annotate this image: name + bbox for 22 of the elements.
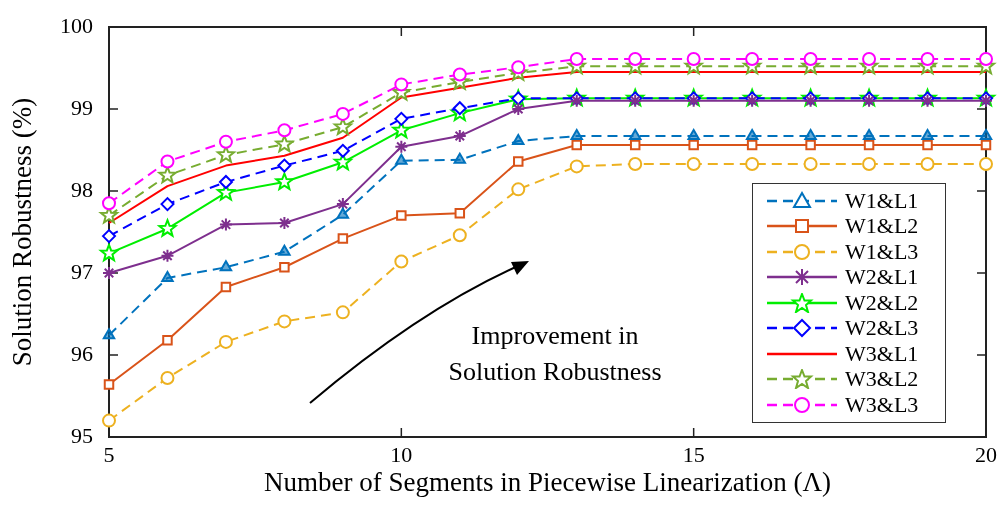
x-tick-label: 10 xyxy=(390,441,413,467)
annotation: Improvement in Solution Robustness xyxy=(448,321,662,386)
y-tick-label: 96 xyxy=(71,340,93,366)
legend-label: W3&L1 xyxy=(845,340,919,367)
x-tick-label: 20 xyxy=(975,441,997,467)
legend-label: W2&L3 xyxy=(845,315,919,342)
legend-label: W1&L3 xyxy=(845,238,919,265)
legend-label: W3&L3 xyxy=(845,391,919,418)
y-tick-label: 98 xyxy=(71,176,93,202)
y-tick-label: 97 xyxy=(71,258,93,284)
x-axis-title: Number of Segments in Piecewise Linearization (Λ) xyxy=(264,466,831,497)
x-tick-label: 5 xyxy=(103,441,115,467)
y-axis-title: Solution Robustness (%) xyxy=(7,97,38,367)
y-tick-label: 95 xyxy=(71,422,93,448)
x-tick-label: 15 xyxy=(682,441,705,467)
legend-label: W1&L2 xyxy=(845,213,919,240)
legend-label: W1&L1 xyxy=(845,187,919,214)
legend-label: W2&L2 xyxy=(845,289,919,316)
y-tick-label: 99 xyxy=(71,94,93,120)
legend-label: W2&L1 xyxy=(845,264,919,291)
legend-label: W3&L2 xyxy=(845,366,919,393)
y-tick-label: 100 xyxy=(60,12,93,38)
